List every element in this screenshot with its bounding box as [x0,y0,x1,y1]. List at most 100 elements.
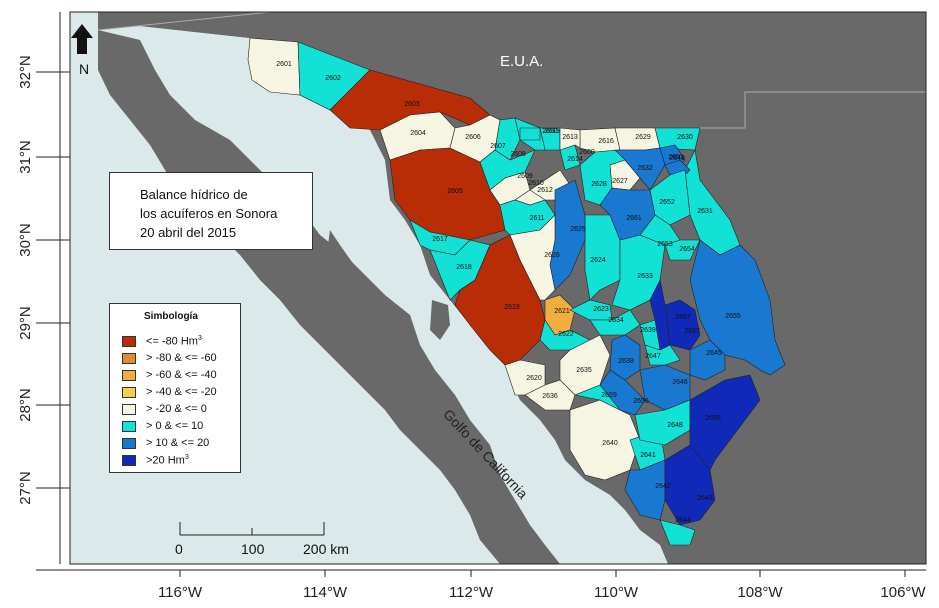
aquifer-code-2629: 2629 [635,134,651,141]
aquifer-region-2642 [624,459,666,521]
usa-border [97,11,271,31]
lon-label-110: 110°W [594,584,639,601]
north-label: N [79,61,90,77]
aquifer-code-2610: 2610 [528,180,544,187]
scale-label-0: 0 [175,541,183,557]
aquifer-code-2644: 2644 [675,517,691,524]
lat-label-28: 28°N [17,388,34,422]
aquifer-code-2657: 2657 [675,314,691,321]
aquifer-code-2611: 2611 [529,215,544,222]
aquifer-code-2661: 2661 [626,215,642,222]
aquifer-region-2654 [664,239,701,261]
aquifer-code-2622: 2622 [558,331,574,338]
aquifer-code-2645: 2645 [706,350,722,357]
scale-label-100: 100 [241,541,265,557]
aquifer-region-2655 [689,239,786,376]
aquifer-code-2617: 2617 [432,236,448,243]
aquifer-codes: 2601 2602 2603 2604 2605 2606 2607 2608 26092610… [276,61,741,524]
aquifer-code-2643: 2643 [697,495,713,502]
lon-axis [36,569,926,577]
aquifer-code-2648: 2648 [667,422,683,429]
aquifer-code-2642: 2642 [655,483,671,490]
aquifer-region-2628 [579,149,626,206]
aquifer-code-2620: 2620 [526,375,542,382]
aquifer-code-2612: 2612 [537,187,553,194]
aquifer-code-2618: 2618 [456,264,472,271]
legend-swatch [122,437,136,449]
legend-item: > 10 & <= 20 [122,436,209,450]
aquifer-code-2636: 2636 [542,393,558,400]
legend-swatch [122,386,136,398]
legend-swatch [122,335,136,347]
aquifer-region-2656 [599,369,646,416]
aquifer-code-2640: 2640 [602,440,618,447]
aquifer-region-2661 [599,187,656,241]
aquifer-code-2634: 2634 [608,317,624,324]
aquifer-code-2655: 2655 [725,313,741,320]
legend-item: > 0 & <= 10 [122,419,203,433]
aquifer-code-2607: 2607 [490,143,506,150]
aquifer-region-2623 [569,299,613,321]
legend-item: <= -80 Hm3 [122,334,202,348]
aquifer-code-2650: 2650 [542,128,558,135]
legend-item: > -20 & <= 0 [122,402,207,416]
lat-axis [36,12,70,564]
aquifer-regions [247,37,786,546]
aquifer-code-2603: 2603 [404,101,420,108]
aquifer-code-2631: 2631 [697,208,713,215]
lat-label-31: 31°N [17,140,34,174]
aquifer-code-2651: 2651 [668,154,684,161]
aquifer-code-2606: 2606 [465,134,481,141]
aquifer-region-2650 [519,127,541,141]
legend-swatch [122,352,136,364]
legend: Simbología <= -80 Hm3 > -80 & <= -60 > -60… [109,303,241,473]
north-arrow-icon [71,24,93,54]
legend-label: > 10 & <= 20 [146,437,210,449]
lon-label-114: 114°W [303,584,348,601]
map-frame [69,11,927,565]
legend-label: > -20 & <= 0 [146,403,207,415]
baja-california [98,30,560,564]
aquifer-code-2649: 2649 [669,155,685,162]
aquifer-region-2659 [573,384,621,411]
aquifer-code-2616: 2616 [598,138,614,145]
aquifer-code-2639: 2639 [640,327,656,334]
aquifer-code-2632: 2632 [637,165,653,172]
aquifer-code-2619: 2619 [504,304,520,311]
aquifer-code-2638: 2638 [618,358,634,365]
lat-label-29: 29°N [17,306,34,340]
aquifer-region-2660 [559,127,581,151]
aquifer-code-2624: 2624 [590,257,606,264]
aquifer-code-2609: 2609 [517,173,533,180]
aquifer-code-2626: 2626 [544,252,560,259]
aquifer-code-2654: 2654 [679,246,695,253]
aquifer-code-2652: 2652 [659,199,675,206]
aquifer-code-2660: 2660 [579,149,595,156]
scale-label-200: 200 km [303,541,349,557]
legend-item: > -80 & <= -60 [122,351,217,365]
aquifer-code-2630: 2630 [677,134,693,141]
title-line-2: los acuíferos en Sonora [140,206,278,221]
legend-label: > -40 & <= -20 [146,386,217,398]
aquifer-code-2658: 2658 [705,415,721,422]
lon-label-108: 108°W [737,584,783,601]
aquifer-code-2659: 2659 [601,392,617,399]
aquifer-code-2633: 2633 [637,273,653,280]
aquifer-region-2631 [684,149,741,256]
aquifer-region-2658 [689,374,761,471]
legend-item: >20 Hm3 [122,453,189,467]
lon-label-116: 116°W [158,584,203,601]
baja-mainland-north [98,12,270,38]
lon-label-112: 112°W [449,584,494,601]
lat-label-27: 27°N [17,471,34,505]
isla-tiburon [430,300,450,340]
legend-label: > -60 & <= -40 [146,369,217,381]
legend-swatch [122,403,136,415]
legend-item: > -40 & <= -20 [122,385,217,399]
aquifer-code-2646: 2646 [672,379,688,386]
legend-label: > -80 & <= -60 [146,352,217,364]
aquifer-code-2614: 2614 [567,156,583,163]
usa-label: E.U.A. [500,53,544,70]
aquifer-code-2613: 2613 [562,134,578,141]
